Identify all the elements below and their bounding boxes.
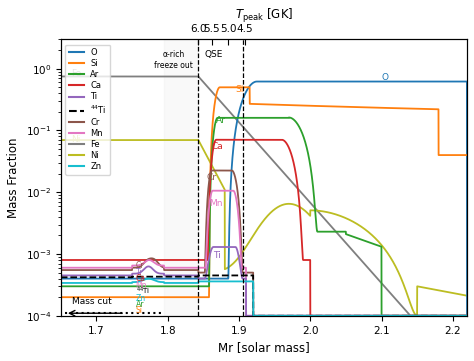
Text: Ni: Ni	[72, 135, 81, 144]
Text: Ar: Ar	[216, 117, 226, 126]
Text: Mn: Mn	[136, 281, 147, 290]
Text: Si: Si	[136, 306, 143, 315]
Text: Fe: Fe	[72, 69, 82, 78]
Text: Ti: Ti	[136, 268, 142, 277]
Text: Cr: Cr	[136, 261, 144, 270]
Text: Ca: Ca	[136, 274, 146, 283]
Text: Cr: Cr	[207, 173, 217, 182]
Y-axis label: Mass Fraction: Mass Fraction	[7, 137, 20, 218]
Bar	[164, 39, 198, 316]
Text: Mn: Mn	[209, 199, 223, 208]
Text: Ca: Ca	[212, 142, 224, 151]
Text: Si: Si	[236, 85, 244, 94]
X-axis label: $T_{\mathrm{peak}}$ [GK]: $T_{\mathrm{peak}}$ [GK]	[235, 7, 293, 25]
Text: QSE: QSE	[204, 50, 222, 59]
Text: Ti: Ti	[213, 251, 221, 260]
Text: $^{44}$Ti: $^{44}$Ti	[136, 286, 150, 297]
Text: Zn: Zn	[136, 294, 146, 303]
Text: O: O	[382, 73, 389, 82]
Text: Mass cut: Mass cut	[72, 297, 111, 306]
Legend: O, Si, Ar, Ca, Ti, $^{44}$Ti, Cr, Mn, Fe, Ni, Zn: O, Si, Ar, Ca, Ti, $^{44}$Ti, Cr, Mn, Fe…	[65, 45, 110, 175]
Text: Ar: Ar	[136, 300, 144, 309]
Text: α-rich
freeze out: α-rich freeze out	[154, 50, 193, 70]
X-axis label: Mr [solar mass]: Mr [solar mass]	[218, 341, 310, 354]
